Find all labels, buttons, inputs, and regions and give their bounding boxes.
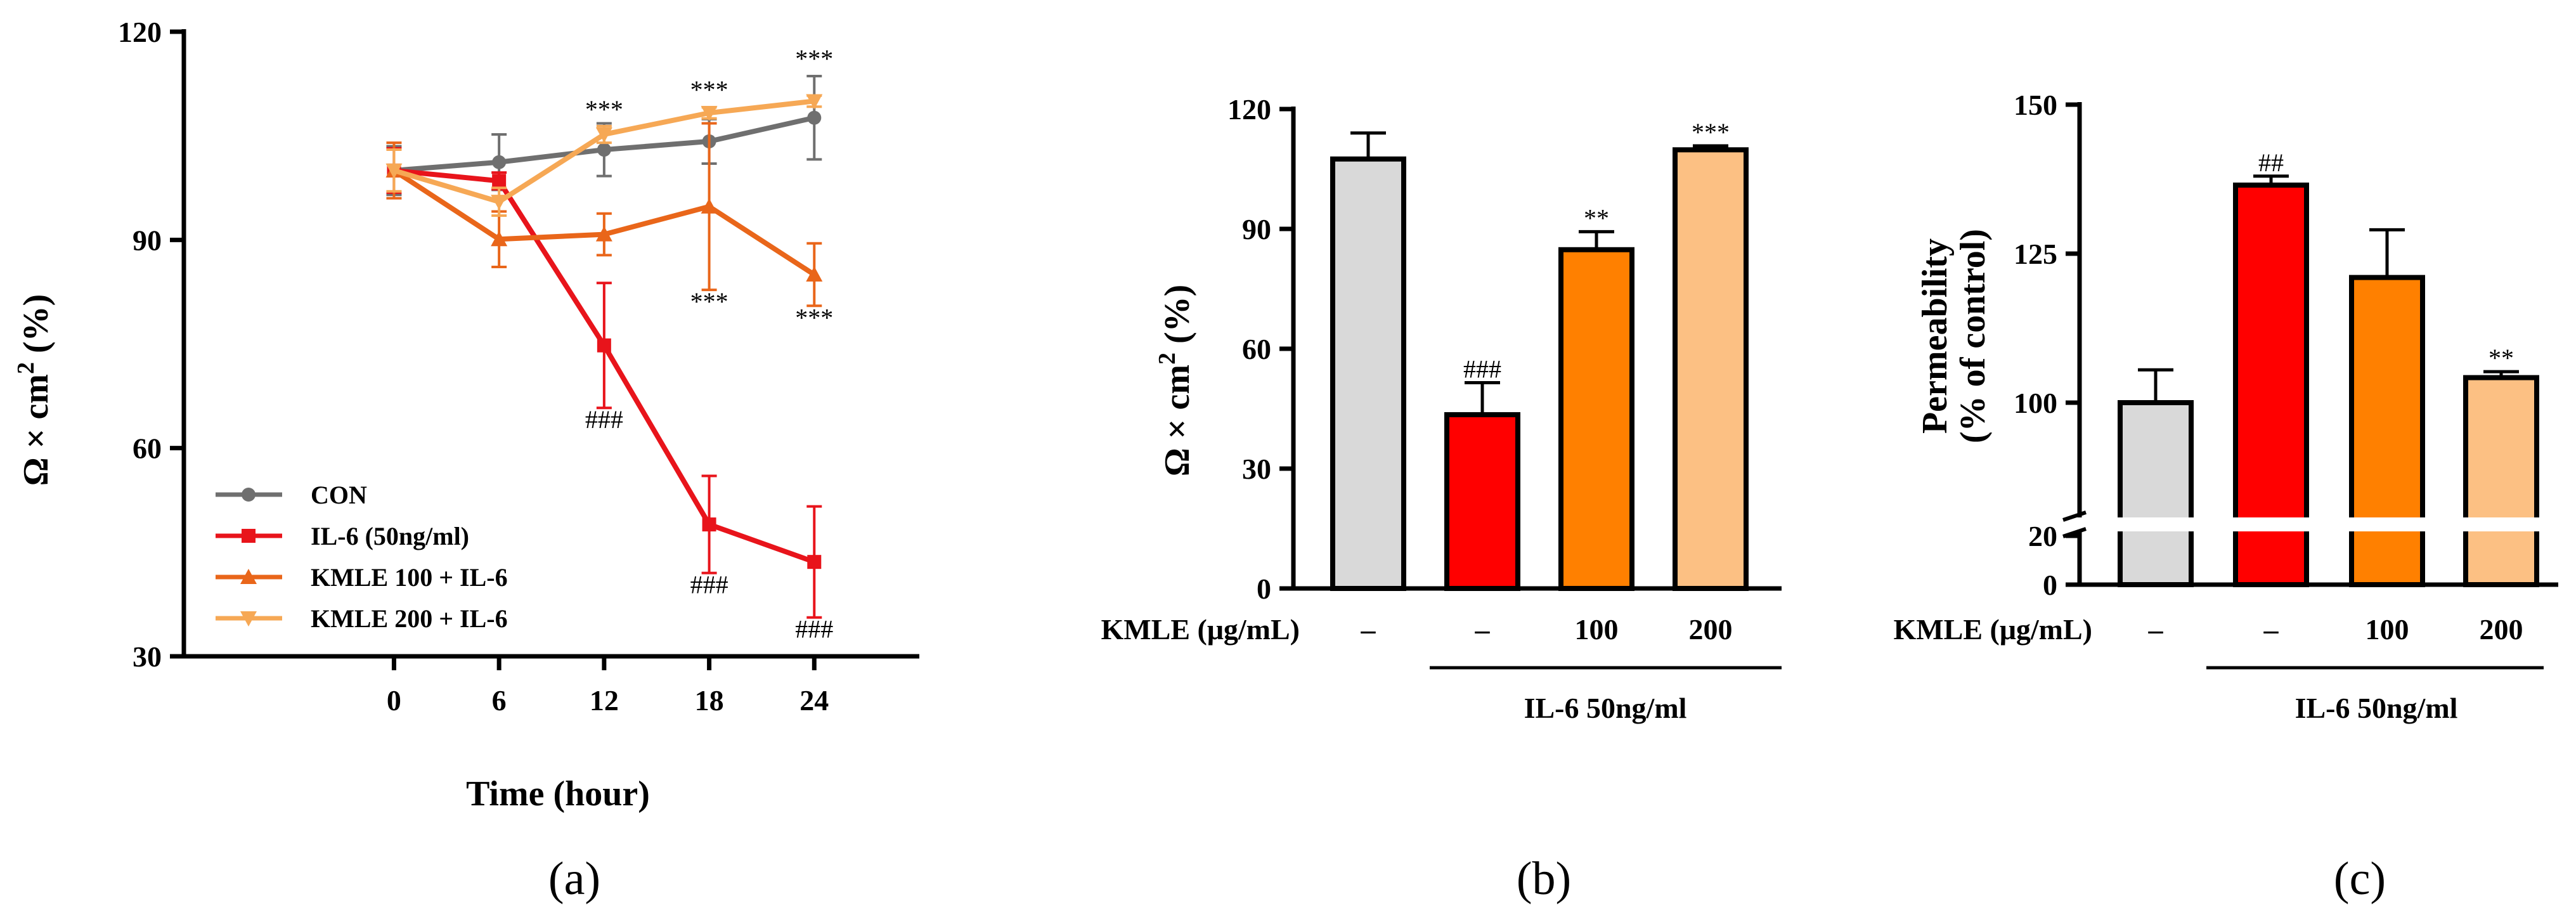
category-label: – [1475,613,1491,646]
significance-annotation: ### [690,571,728,599]
significance-annotation: ### [1463,355,1501,384]
data-point [701,198,718,214]
significance-annotation: ### [585,405,623,434]
bar [2463,375,2539,588]
y-tick-label: 30 [1242,453,1271,485]
panel-a-y-tick-label: 120 [118,16,162,48]
data-point [595,226,612,242]
significance-annotation: *** [795,44,833,73]
data-point [595,127,612,143]
panel-c-bar-chart: ## ** 0 20 100 125 150 – – 100 200 Permeability (… [1893,89,2565,905]
legend-marker [242,488,256,502]
panel-a-line-chart: *** *** *** ### ### ### *** *** 30 60 90 120 0 6 12 18… [13,16,919,905]
significance-annotation: *** [1692,118,1730,146]
y-tick-label: 120 [1227,93,1271,126]
legend-entry: IL-6 (50ng/ml) [311,522,469,550]
panel-c-ylabel-line2: (% of control) [1953,229,1993,443]
axis-break-mark [2062,527,2087,538]
panel-b-row-label: KMLE (μg/mL) [1101,613,1300,646]
significance-annotation: ** [1584,204,1609,232]
panel-a-x-tick-label: 0 [387,684,401,717]
axis-break-gap [2061,517,2565,531]
panel-c-row-label: KMLE (μg/mL) [1893,613,2092,646]
y-tick-label: 100 [2014,387,2057,419]
data-point [491,231,508,247]
category-label: 100 [2366,613,2409,646]
data-point [807,110,822,125]
data-point [701,106,718,122]
data-point [492,174,507,188]
significance-annotation: *** [690,75,728,104]
panel-c-ylabel-line1: Permeability [1915,238,1955,434]
panel-b-ylabel: Ω × cm2 (%) [1154,285,1197,477]
y-tick-label: 0 [1257,573,1271,605]
y-tick-label: 0 [2043,569,2057,601]
data-point [597,143,611,157]
panel-a-xlabel: Time (hour) [466,774,650,814]
significance-annotation: *** [690,287,728,316]
panel-a-y-tick-label: 30 [133,640,162,673]
series-kmle-200-il-6 [385,94,823,218]
panel-a-ylabel: Ω × cm2 (%) [13,294,56,486]
significance-annotation: ## [2258,148,2284,177]
bar [1673,147,1749,591]
data-point [492,155,507,169]
panel-a-y-tick-label: 90 [133,224,162,256]
legend-marker [242,529,256,543]
significance-annotation: ** [2489,344,2514,372]
legend-marker [240,611,257,627]
y-tick-label: 60 [1242,333,1271,365]
bar [2118,400,2194,587]
bar [1558,247,1634,591]
significance-annotation: ### [795,615,833,644]
data-point [806,266,823,282]
data-point [597,338,611,353]
data-point [702,517,716,532]
panel-a-x-tick-label: 18 [695,684,724,717]
panel-c-label: (c) [2334,853,2386,905]
legend-marker [240,569,257,584]
panel-c-group-label: IL-6 50ng/ml [2295,692,2458,724]
panel-a-legend: CON IL-6 (50ng/ml) KMLE 100 + IL-6 KMLE 200… [216,481,508,633]
data-point [807,555,822,569]
bar [1444,412,1520,591]
category-label: 200 [2480,613,2523,646]
data-point [385,163,403,179]
category-label: – [2148,613,2164,646]
category-label: 100 [1575,613,1619,646]
legend-entry: CON [311,481,367,509]
category-label: 200 [1689,613,1733,646]
panel-a-label: (a) [548,853,600,905]
bar [2349,275,2425,587]
data-point [491,195,508,211]
panel-b-group-label: IL-6 50ng/ml [1524,692,1687,724]
significance-annotation: *** [585,95,623,124]
y-tick-label: 20 [2028,520,2057,552]
bar [1330,156,1406,591]
category-label: – [2263,613,2279,646]
panel-a-x-tick-label: 6 [492,684,507,717]
y-tick-label: 90 [1242,213,1271,245]
panel-a-y-tick-label: 60 [133,432,162,465]
significance-annotation: *** [795,303,833,332]
category-label: – [1361,613,1376,646]
panel-b-label: (b) [1517,853,1571,905]
legend-entry: KMLE 200 + IL-6 [311,604,508,633]
y-tick-label: 150 [2014,89,2057,121]
panel-a-x-tick-label: 24 [799,684,829,717]
y-tick-label: 125 [2014,238,2057,270]
axis-break-mark [2062,510,2087,522]
data-point [806,94,823,110]
legend-entry: KMLE 100 + IL-6 [311,563,508,592]
panel-a-x-tick-label: 12 [590,684,619,717]
